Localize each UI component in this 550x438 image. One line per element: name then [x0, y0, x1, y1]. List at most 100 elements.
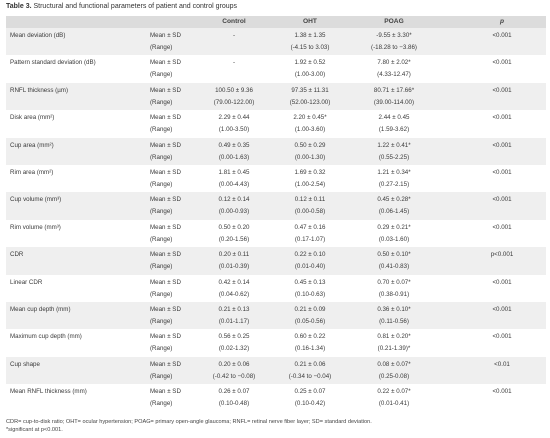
- table-row: Linear CDR Mean ± SD 0.42 ± 0.14 0.45 ± 0.1…: [6, 274, 546, 302]
- control-mean: 0.56 ± 0.25: [218, 333, 250, 341]
- row-mean-line: Linear CDR Mean ± SD 0.42 ± 0.14 0.45 ± 0.1…: [6, 277, 546, 289]
- poag-range: (1.59-3.62): [378, 126, 410, 134]
- stat-label: Mean ± SD: [150, 114, 181, 122]
- parameter-name: CDR: [10, 251, 24, 259]
- poag-range: (0.21-1.39)*: [377, 345, 411, 353]
- poag-range: (39.00-114.00): [373, 98, 415, 106]
- row-range-line: (Range) (1.00-3.00) (4.33-12.47): [6, 69, 546, 81]
- poag-mean: 1.21 ± 0.34*: [377, 168, 411, 176]
- range-label: (Range): [150, 400, 173, 408]
- table-row: Cup shape Mean ± SD 0.20 ± 0.06 0.21 ± 0.06…: [6, 356, 546, 385]
- p-value: p<0.001: [490, 251, 514, 259]
- stat-label: Mean ± SD: [150, 251, 181, 259]
- parameter-name: Disk area (mm²): [10, 114, 55, 122]
- row-mean-line: Pattern standard deviation (dB) Mean ± SD…: [6, 57, 546, 69]
- oht-mean: 0.12 ± 0.11: [294, 196, 326, 204]
- poag-mean: 0.36 ± 0.10*: [377, 305, 411, 313]
- range-label: (Range): [150, 44, 173, 51]
- row-mean-line: CDR Mean ± SD 0.20 ± 0.11 0.22 ± 0.10 0.50 ±…: [6, 249, 546, 261]
- poag-mean: 1.22 ± 0.41*: [377, 141, 411, 149]
- parameter-name: Mean cup depth (mm): [10, 305, 71, 313]
- stat-label: Mean ± SD: [150, 360, 181, 368]
- row-mean-line: Maximum cup depth (mm) Mean ± SD 0.56 ± 0.…: [6, 331, 546, 343]
- header-control: Control: [222, 18, 246, 25]
- oht-range: (0.01-0.40): [294, 263, 326, 271]
- oht-range: (52.00-123.00): [289, 98, 331, 106]
- header-oht: OHT: [303, 18, 317, 25]
- stat-label: Mean ± SD: [150, 333, 181, 341]
- oht-range: (-4.15 to 3.03): [290, 44, 330, 51]
- oht-range: (0.00-0.58): [294, 208, 326, 216]
- table-header-row: Control OHT POAG p: [6, 16, 546, 28]
- stat-label: Mean ± SD: [150, 388, 181, 396]
- range-label: (Range): [150, 180, 173, 188]
- row-range-line: (Range) (-0.42 to −0.08) (-0.34 to −0.04) (…: [6, 371, 546, 383]
- oht-mean: 1.69 ± 0.32: [294, 168, 326, 176]
- oht-mean: 0.25 ± 0.07: [294, 388, 326, 396]
- table-row: CDR Mean ± SD 0.20 ± 0.11 0.22 ± 0.10 0.50 ±…: [6, 247, 546, 275]
- p-value: <0.001: [492, 141, 512, 149]
- table-body: Mean deviation (dB) Mean ± SD - 1.38 ± 1.35…: [6, 28, 546, 412]
- footnote-abbreviations: CDR= cup-to-disk ratio; OHT= ocular hype…: [6, 419, 372, 425]
- range-label: (Range): [150, 71, 173, 79]
- header-poag: POAG: [384, 18, 404, 25]
- row-mean-line: Cup area (mm²) Mean ± SD 0.49 ± 0.35 0.50 ±…: [6, 140, 546, 152]
- row-mean-line: RNFL thickness (µm) Mean ± SD 100.50 ± 9.3…: [6, 85, 546, 97]
- p-value: <0.001: [492, 114, 512, 122]
- control-mean: 0.49 ± 0.35: [218, 141, 250, 149]
- range-label: (Range): [150, 126, 173, 134]
- stat-label: Mean ± SD: [150, 278, 181, 286]
- control-mean: 0.12 ± 0.14: [218, 196, 250, 204]
- oht-mean: 0.21 ± 0.09: [294, 305, 326, 313]
- oht-mean: 0.50 ± 0.29: [294, 141, 326, 149]
- poag-range: (0.03-1.60): [378, 235, 410, 243]
- parameter-name: Cup volume (mm³): [10, 196, 62, 204]
- oht-range: (0.17-1.07): [294, 235, 326, 243]
- oht-range: (1.00-3.60): [294, 126, 326, 134]
- header-p: p: [499, 18, 505, 25]
- poag-range: (0.38-0.91): [378, 290, 410, 298]
- stat-label: Mean ± SD: [150, 305, 181, 313]
- table-caption: Table 3. Structural and functional param…: [6, 3, 237, 10]
- table-row: Disk area (mm²) Mean ± SD 2.29 ± 0.44 2.20 …: [6, 110, 546, 138]
- stat-label: Mean ± SD: [150, 168, 181, 176]
- row-range-line: (Range) (-4.15 to 3.03) (-18.28 to −3.86): [6, 42, 546, 54]
- parameter-name: Cup area (mm²): [10, 141, 54, 149]
- oht-mean: 0.21 ± 0.06: [294, 360, 326, 368]
- control-range: (1.00-3.50): [218, 126, 250, 134]
- control-range: (0.00-4.43): [218, 180, 250, 188]
- row-range-line: (Range) (0.01-1.17) (0.05-0.56) (0.11-0.56): [6, 316, 546, 328]
- p-value: <0.001: [492, 59, 512, 67]
- row-range-line: (Range) (0.02-1.32) (0.16-1.34) (0.21-1.39)…: [6, 343, 546, 355]
- table-row: Pattern standard deviation (dB) Mean ± SD…: [6, 55, 546, 83]
- range-label: (Range): [150, 372, 173, 380]
- table-row: Mean deviation (dB) Mean ± SD - 1.38 ± 1.35…: [6, 28, 546, 56]
- poag-mean: 0.50 ± 0.10*: [377, 251, 411, 259]
- table-row: Maximum cup depth (mm) Mean ± SD 0.56 ± 0.…: [6, 329, 546, 357]
- parameter-name: Maximum cup depth (mm): [10, 333, 82, 341]
- oht-mean: 0.45 ± 0.13: [294, 278, 326, 286]
- p-value: <0.001: [492, 223, 512, 231]
- row-range-line: (Range) (0.10-0.48) (0.10-0.42) (0.01-0.41): [6, 398, 546, 410]
- poag-mean: 0.22 ± 0.07*: [377, 388, 411, 396]
- poag-mean: 0.45 ± 0.28*: [377, 196, 411, 204]
- row-mean-line: Cup shape Mean ± SD 0.20 ± 0.06 0.21 ± 0.06…: [6, 359, 546, 371]
- parameter-name: Mean RNFL thickness (mm): [10, 388, 87, 396]
- parameter-name: Cup shape: [10, 360, 40, 368]
- poag-mean: -9.55 ± 3.30*: [376, 32, 412, 39]
- table-row: Mean cup depth (mm) Mean ± SD 0.21 ± 0.13 0…: [6, 301, 546, 330]
- poag-range: (0.55-2.25): [378, 153, 410, 161]
- oht-range: (1.00-3.00): [294, 71, 326, 79]
- poag-mean: 0.29 ± 0.21*: [377, 223, 411, 231]
- stat-label: Mean ± SD: [150, 141, 181, 149]
- row-range-line: (Range) (1.00-3.50) (1.00-3.60) (1.59-3.62): [6, 124, 546, 136]
- control-range: (-0.42 to −0.08): [212, 372, 256, 380]
- range-label: (Range): [150, 290, 173, 298]
- stat-label: Mean ± SD: [150, 32, 181, 39]
- control-mean: 0.21 ± 0.13: [218, 305, 250, 313]
- range-label: (Range): [150, 263, 173, 271]
- row-mean-line: Cup volume (mm³) Mean ± SD 0.12 ± 0.14 0.12…: [6, 194, 546, 206]
- parameter-name: Mean deviation (dB): [10, 32, 66, 39]
- poag-range: (0.01-0.41): [378, 400, 410, 408]
